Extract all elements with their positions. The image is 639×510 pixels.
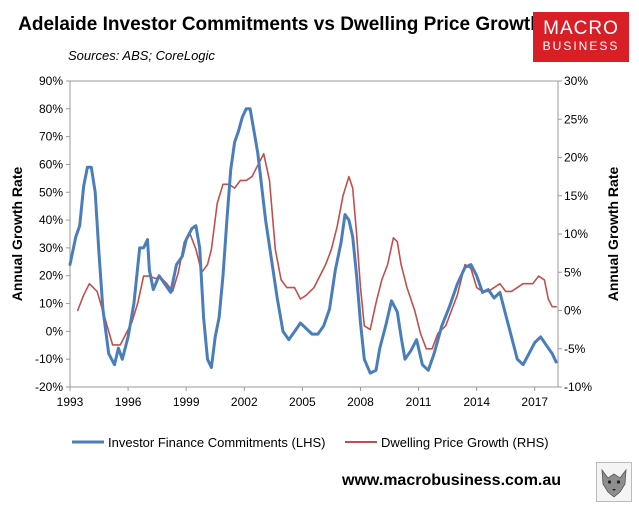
legend-label-investor: Investor Finance Commitments (LHS)	[108, 435, 325, 450]
left-tick-label: 30%	[39, 241, 63, 255]
x-axis-ticks: 1993 1996 1999 2002 2005 2008 2011 2014 2017	[57, 387, 548, 409]
x-tick-label: 2017	[521, 395, 548, 409]
x-tick-label: 2005	[289, 395, 316, 409]
left-tick-label: 50%	[39, 185, 63, 199]
left-tick-label: 90%	[39, 74, 63, 88]
x-tick-label: 2002	[231, 395, 258, 409]
legend-label-dwelling: Dwelling Price Growth (RHS)	[381, 435, 549, 450]
right-tick-label: 0%	[564, 304, 582, 318]
wolf-icon	[596, 462, 632, 502]
right-tick-label: 20%	[564, 151, 588, 165]
left-tick-label: 60%	[39, 157, 63, 171]
x-tick-label: 2008	[347, 395, 374, 409]
left-tick-label: 20%	[39, 269, 63, 283]
right-tick-label: -5%	[564, 342, 586, 356]
website-url[interactable]: www.macrobusiness.com.au	[342, 472, 562, 489]
right-tick-label: 25%	[564, 112, 588, 126]
left-tick-label: -10%	[35, 352, 63, 366]
macrobusiness-logo: MACRO BUSINESS	[533, 12, 629, 62]
x-tick-label: 2014	[463, 395, 490, 409]
left-tick-label: 0%	[46, 324, 64, 338]
plot-area-border	[69, 80, 559, 388]
x-tick-label: 1999	[173, 395, 200, 409]
chart-title: Adelaide Investor Commitments vs Dwellin…	[18, 14, 542, 35]
x-tick-label: 2011	[406, 395, 432, 409]
logo-line-2: BUSINESS	[542, 39, 620, 53]
chart-subtitle: Sources: ABS; CoreLogic	[68, 48, 215, 63]
left-tick-label: 80%	[39, 102, 63, 116]
left-tick-label: 40%	[39, 213, 63, 227]
x-tick-label: 1996	[115, 395, 142, 409]
logo-line-1: MACRO	[543, 18, 619, 39]
right-tick-label: 30%	[564, 74, 588, 88]
legend: Investor Finance Commitments (LHS) Dwell…	[72, 435, 549, 450]
x-tick-label: 1993	[57, 395, 84, 409]
left-tick-label: 70%	[39, 130, 63, 144]
left-tick-label: 10%	[39, 297, 63, 311]
right-tick-label: 10%	[564, 227, 588, 241]
series-line-investor-finance	[68, 107, 558, 375]
right-tick-label: -10%	[564, 380, 592, 394]
left-axis-ticks: -20% -10% 0% 10% 20% 30% 40% 50% 60% 70% 80% 90%	[35, 74, 70, 394]
left-axis-label: Annual Growth Rate	[9, 167, 25, 302]
right-axis-ticks: -10% -5% 0% 5% 10% 15% 20% 25% 30%	[558, 74, 592, 394]
right-tick-label: 5%	[564, 265, 582, 279]
right-axis-label: Annual Growth Rate	[605, 167, 621, 302]
series-layer	[68, 107, 558, 375]
left-tick-label: -20%	[35, 380, 63, 394]
right-tick-label: 15%	[564, 189, 588, 203]
